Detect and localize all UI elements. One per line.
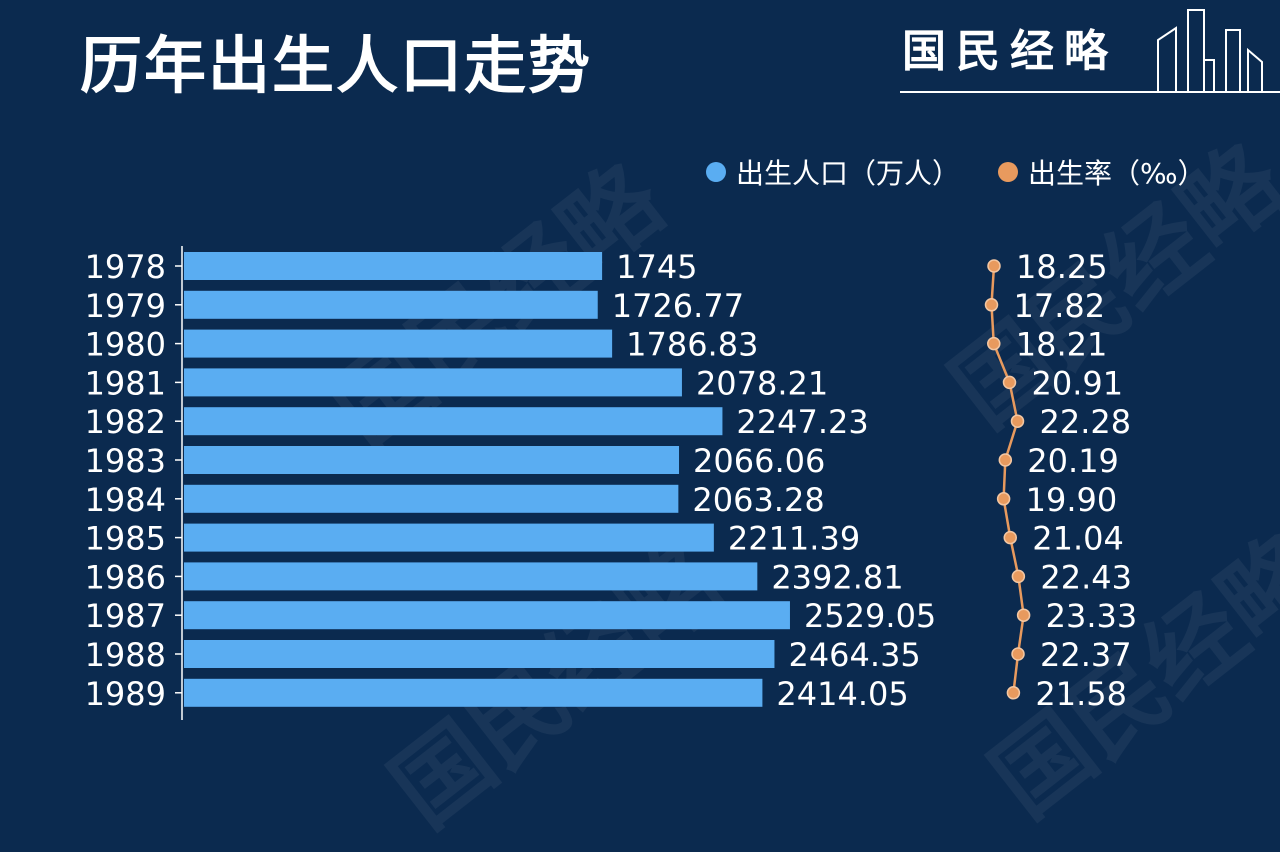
bar-data-label: 2464.35 bbox=[788, 636, 920, 674]
rate-data-label: 20.91 bbox=[1032, 364, 1124, 402]
legend-marker-births bbox=[706, 162, 726, 182]
rate-data-label: 22.37 bbox=[1040, 636, 1132, 674]
rate-point bbox=[1006, 686, 1021, 700]
bar bbox=[184, 678, 763, 707]
bar-data-label: 1726.77 bbox=[612, 287, 744, 325]
bar-data-label: 2529.05 bbox=[804, 597, 936, 635]
rate-data-label: 21.04 bbox=[1032, 520, 1124, 558]
rate-data-label: 17.82 bbox=[1013, 287, 1105, 325]
y-tick-label: 1987 bbox=[85, 597, 166, 635]
rate-point bbox=[984, 298, 999, 312]
rate-data-label: 18.21 bbox=[1016, 326, 1108, 364]
bar bbox=[184, 523, 714, 552]
rate-data-label: 20.19 bbox=[1027, 442, 1119, 480]
bar-data-label: 1745 bbox=[616, 248, 697, 286]
bar-data-label: 2078.21 bbox=[696, 364, 828, 402]
bar-data-label: 2211.39 bbox=[728, 520, 860, 558]
rate-point bbox=[1002, 375, 1017, 390]
rate-point bbox=[987, 336, 1001, 351]
y-tick-label: 1984 bbox=[85, 481, 166, 519]
rate-point bbox=[1016, 608, 1031, 622]
bar-data-label: 2414.05 bbox=[776, 675, 908, 713]
rate-point bbox=[1010, 414, 1025, 428]
rate-point bbox=[1011, 647, 1025, 661]
rate-data-label: 23.33 bbox=[1046, 597, 1138, 635]
brand-name: 国民经略 bbox=[902, 26, 1118, 77]
rate-data-label: 22.43 bbox=[1040, 558, 1132, 596]
y-tick-label: 1988 bbox=[85, 636, 166, 674]
bar bbox=[184, 601, 790, 630]
y-tick-label: 1982 bbox=[85, 403, 166, 441]
birth-chart: 1978 1745 1979 1726.77 1980 1786.83 1981 2078.2… bbox=[85, 246, 1138, 720]
bar bbox=[184, 290, 598, 319]
bar-data-label: 2392.81 bbox=[771, 558, 903, 596]
legend-label-births: 出生人口（万人） bbox=[736, 157, 961, 190]
legend-label-rate: 出生率（‰） bbox=[1028, 157, 1206, 190]
y-tick-label: 1979 bbox=[85, 287, 166, 325]
bar bbox=[184, 329, 613, 358]
chart-legend: 出生人口（万人） 出生率（‰） bbox=[706, 154, 1206, 190]
y-tick-label: 1978 bbox=[85, 248, 166, 286]
bar-data-label: 2066.06 bbox=[693, 442, 825, 480]
bar bbox=[184, 368, 682, 397]
legend-marker-rate bbox=[998, 162, 1019, 182]
rate-data-label: 18.25 bbox=[1016, 248, 1108, 286]
bar bbox=[184, 484, 679, 513]
rate-point bbox=[987, 259, 1001, 273]
legend-item-births: 出生人口（万人） bbox=[706, 152, 960, 192]
bar bbox=[184, 562, 758, 591]
rate-point bbox=[1003, 530, 1018, 545]
brand-logo bbox=[900, 0, 1280, 100]
bar bbox=[184, 252, 603, 280]
y-tick-label: 1985 bbox=[85, 520, 166, 558]
rate-data-label: 19.90 bbox=[1026, 481, 1118, 519]
bar bbox=[184, 640, 775, 668]
y-tick-label: 1989 bbox=[85, 675, 166, 713]
page-title: 历年出生人口走势 bbox=[80, 29, 593, 102]
y-tick-label: 1980 bbox=[85, 326, 166, 364]
rate-point bbox=[1011, 569, 1026, 584]
rate-data-label: 21.58 bbox=[1035, 675, 1127, 713]
rate-point bbox=[996, 492, 1011, 506]
legend-item-rate: 出生率（‰） bbox=[998, 152, 1206, 192]
y-tick-label: 1981 bbox=[85, 364, 166, 402]
rate-point bbox=[998, 453, 1013, 467]
y-tick-label: 1986 bbox=[85, 558, 166, 596]
bar-data-label: 2247.23 bbox=[736, 403, 868, 441]
rate-data-label: 22.28 bbox=[1039, 403, 1131, 441]
bar-data-label: 1786.83 bbox=[626, 326, 758, 364]
bar bbox=[184, 407, 723, 436]
y-tick-label: 1983 bbox=[85, 442, 166, 480]
brand-building-icon bbox=[900, 9, 1280, 93]
bar bbox=[184, 446, 680, 474]
bar-data-label: 2063.28 bbox=[692, 481, 824, 519]
